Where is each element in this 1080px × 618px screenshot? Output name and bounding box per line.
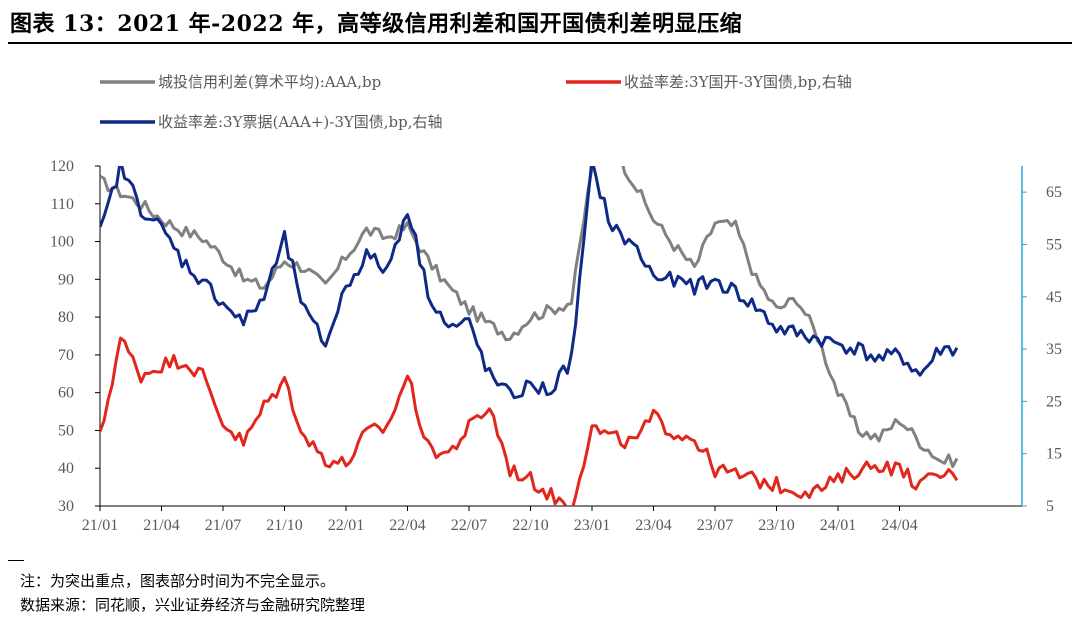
series-line-1 xyxy=(100,166,959,469)
left-tick-label: 30 xyxy=(58,498,74,515)
x-tick-label: 23/07 xyxy=(697,517,733,534)
legend-label-2: 收益率差:3Y国开-3Y国债,bp,右轴 xyxy=(624,73,852,91)
series-line-3 xyxy=(100,166,959,400)
left-tick-label: 70 xyxy=(58,347,74,364)
left-tick-label: 100 xyxy=(50,234,74,251)
right-tick-label: 45 xyxy=(1046,289,1062,306)
x-tick-label: 22/07 xyxy=(451,517,487,534)
x-tick-label: 24/04 xyxy=(881,517,917,534)
figure-title: 图表 13：2021 年-2022 年，高等级信用利差和国开国债利差明显压缩 xyxy=(10,11,743,37)
bottom-rule xyxy=(8,560,24,561)
right-tick-label: 35 xyxy=(1046,341,1062,358)
right-tick-label: 65 xyxy=(1046,184,1062,201)
x-tick-label: 23/10 xyxy=(758,517,794,534)
source-text: 数据来源：同花顺，兴业证券经济与金融研究院整理 xyxy=(20,596,366,614)
series-line-2 xyxy=(100,336,959,506)
x-tick-label: 22/04 xyxy=(389,517,425,534)
left-tick-label: 120 xyxy=(50,158,74,175)
legend: 城投信用利差(算术平均):AAA,bp 收益率差:3Y国开-3Y国债,bp,右轴收… xyxy=(100,73,852,131)
left-tick-label: 60 xyxy=(58,385,74,402)
x-tick-label: 21/04 xyxy=(143,517,179,534)
x-tick-label: 23/01 xyxy=(574,517,610,534)
x-tick-label: 22/10 xyxy=(512,517,548,534)
x-tick-label: 21/10 xyxy=(266,517,302,534)
x-tick-label: 24/01 xyxy=(820,517,856,534)
right-tick-label: 55 xyxy=(1046,236,1062,253)
title-rule xyxy=(8,42,1072,44)
chart: 城投信用利差(算术平均):AAA,bp 收益率差:3Y国开-3Y国债,bp,右轴收… xyxy=(50,73,1062,534)
left-tick-label: 50 xyxy=(58,422,74,439)
right-tick-label: 5 xyxy=(1046,498,1054,515)
x-tick-label: 21/01 xyxy=(82,517,118,534)
note-text: 注：为突出重点，图表部分时间为不完全显示。 xyxy=(20,572,336,590)
right-tick-label: 15 xyxy=(1046,446,1062,463)
x-tick-label: 22/01 xyxy=(328,517,364,534)
plot-area: 30 40 50 60 70 80 90 100 110 120 5 15 25 35 45 55 65 21/0… xyxy=(50,158,1062,534)
left-tick-label: 40 xyxy=(58,460,74,477)
left-tick-label: 110 xyxy=(51,196,74,213)
legend-label-1: 城投信用利差(算术平均):AAA,bp xyxy=(158,73,381,91)
right-tick-label: 25 xyxy=(1046,393,1062,410)
x-tick-label: 23/04 xyxy=(635,517,671,534)
x-tick-label: 21/07 xyxy=(205,517,241,534)
left-tick-label: 80 xyxy=(58,309,74,326)
left-tick-label: 90 xyxy=(58,271,74,288)
legend-label-3: 收益率差:3Y票据(AAA+)-3Y国债,bp,右轴 xyxy=(158,113,443,131)
